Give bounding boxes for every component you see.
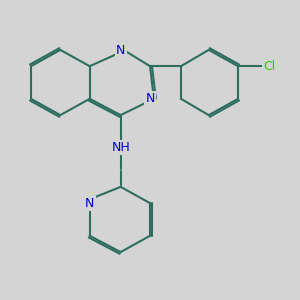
Text: N: N [85,197,94,210]
Text: N: N [145,92,155,105]
Text: N: N [116,44,125,57]
Text: NH: NH [111,141,130,154]
Text: Cl: Cl [263,60,275,73]
